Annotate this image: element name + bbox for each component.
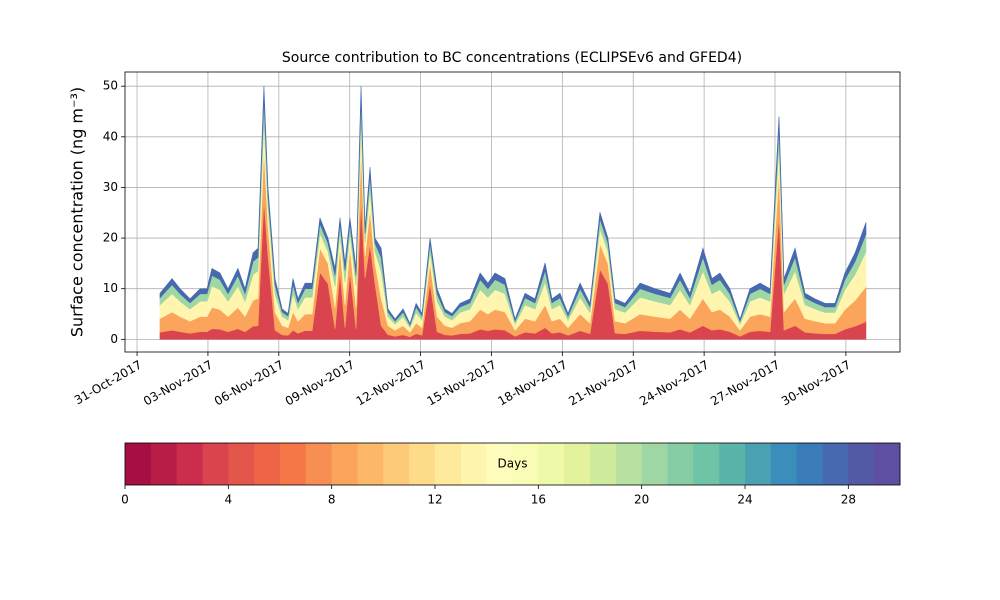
colorbar-bin <box>564 443 591 485</box>
y-tick-label: 20 <box>103 231 118 245</box>
y-tick-label: 40 <box>103 129 118 143</box>
colorbar-bin <box>745 443 772 485</box>
colorbar-bin <box>176 443 203 485</box>
colorbar-bin <box>280 443 307 485</box>
colorbar-bin <box>641 443 668 485</box>
colorbar-bin <box>667 443 694 485</box>
y-tick-label: 30 <box>103 180 118 194</box>
colorbar-bin <box>615 443 643 485</box>
colorbar-bin <box>486 443 513 485</box>
colorbar: 0 4 8 12 16 20 24 28 Days <box>121 443 901 507</box>
colorbar-bin <box>770 443 798 485</box>
colorbar-bin <box>538 443 565 485</box>
x-tick-label: 18-Nov-2017 <box>495 358 569 409</box>
chart-title: Source contribution to BC concentrations… <box>282 50 742 66</box>
x-tick-label: 24-Nov-2017 <box>637 358 711 409</box>
colorbar-tick-label: 16 <box>531 493 546 507</box>
plot-frame <box>124 71 901 353</box>
x-tick-label: 21-Nov-2017 <box>566 358 640 409</box>
colorbar-bin <box>125 443 152 485</box>
colorbar-bin <box>305 443 333 485</box>
colorbar-bin <box>693 443 720 485</box>
colorbar-bin <box>590 443 617 485</box>
x-tick-label: 31-Oct-2017 <box>72 358 144 408</box>
colorbar-bin <box>874 443 901 485</box>
y-tick-label: 50 <box>103 79 118 93</box>
x-tick-label: 03-Nov-2017 <box>141 358 215 409</box>
x-tick-label: 30-Nov-2017 <box>779 358 853 409</box>
colorbar-tick-label: 20 <box>634 493 649 507</box>
colorbar-tick-label: 28 <box>841 493 856 507</box>
y-tick-label: 0 <box>110 332 118 346</box>
axes: 0 10 20 30 40 50 31-Oct-201703-Nov-201706-Nov-… <box>72 79 853 409</box>
colorbar-bin <box>719 443 746 485</box>
y-axis-label: Surface concentration (ng m⁻³) <box>68 87 87 337</box>
colorbar-bin <box>254 443 281 485</box>
area-layer <box>159 86 867 326</box>
colorbar-bin <box>150 443 178 485</box>
colorbar-bin <box>331 443 358 485</box>
colorbar-bin <box>383 443 410 485</box>
y-tick-label: 10 <box>103 281 118 295</box>
colorbar-label: Days <box>498 457 528 471</box>
x-tick-label: 27-Nov-2017 <box>708 358 782 409</box>
colorbar-bin <box>848 443 875 485</box>
colorbar-tick-label: 12 <box>427 493 442 507</box>
colorbar-bin <box>409 443 436 485</box>
x-tick-label: 09-Nov-2017 <box>283 358 357 409</box>
colorbar-bin <box>512 443 539 485</box>
areas <box>159 86 867 340</box>
colorbar-bin <box>460 443 488 485</box>
x-tick-label: 12-Nov-2017 <box>354 358 428 409</box>
colorbar-bin <box>228 443 255 485</box>
colorbar-bin <box>822 443 849 485</box>
colorbar-tick-label: 24 <box>737 493 752 507</box>
x-tick-label: 06-Nov-2017 <box>212 358 286 409</box>
colorbar-tick-label: 8 <box>328 493 336 507</box>
colorbar-tick-label: 4 <box>225 493 233 507</box>
x-tick-label: 15-Nov-2017 <box>425 358 499 409</box>
colorbar-bin <box>357 443 384 485</box>
colorbar-bin <box>435 443 462 485</box>
colorbar-tick-label: 0 <box>121 493 129 507</box>
colorbar-bin <box>202 443 229 485</box>
colorbar-bin <box>796 443 823 485</box>
colorbar-frame <box>124 442 901 486</box>
